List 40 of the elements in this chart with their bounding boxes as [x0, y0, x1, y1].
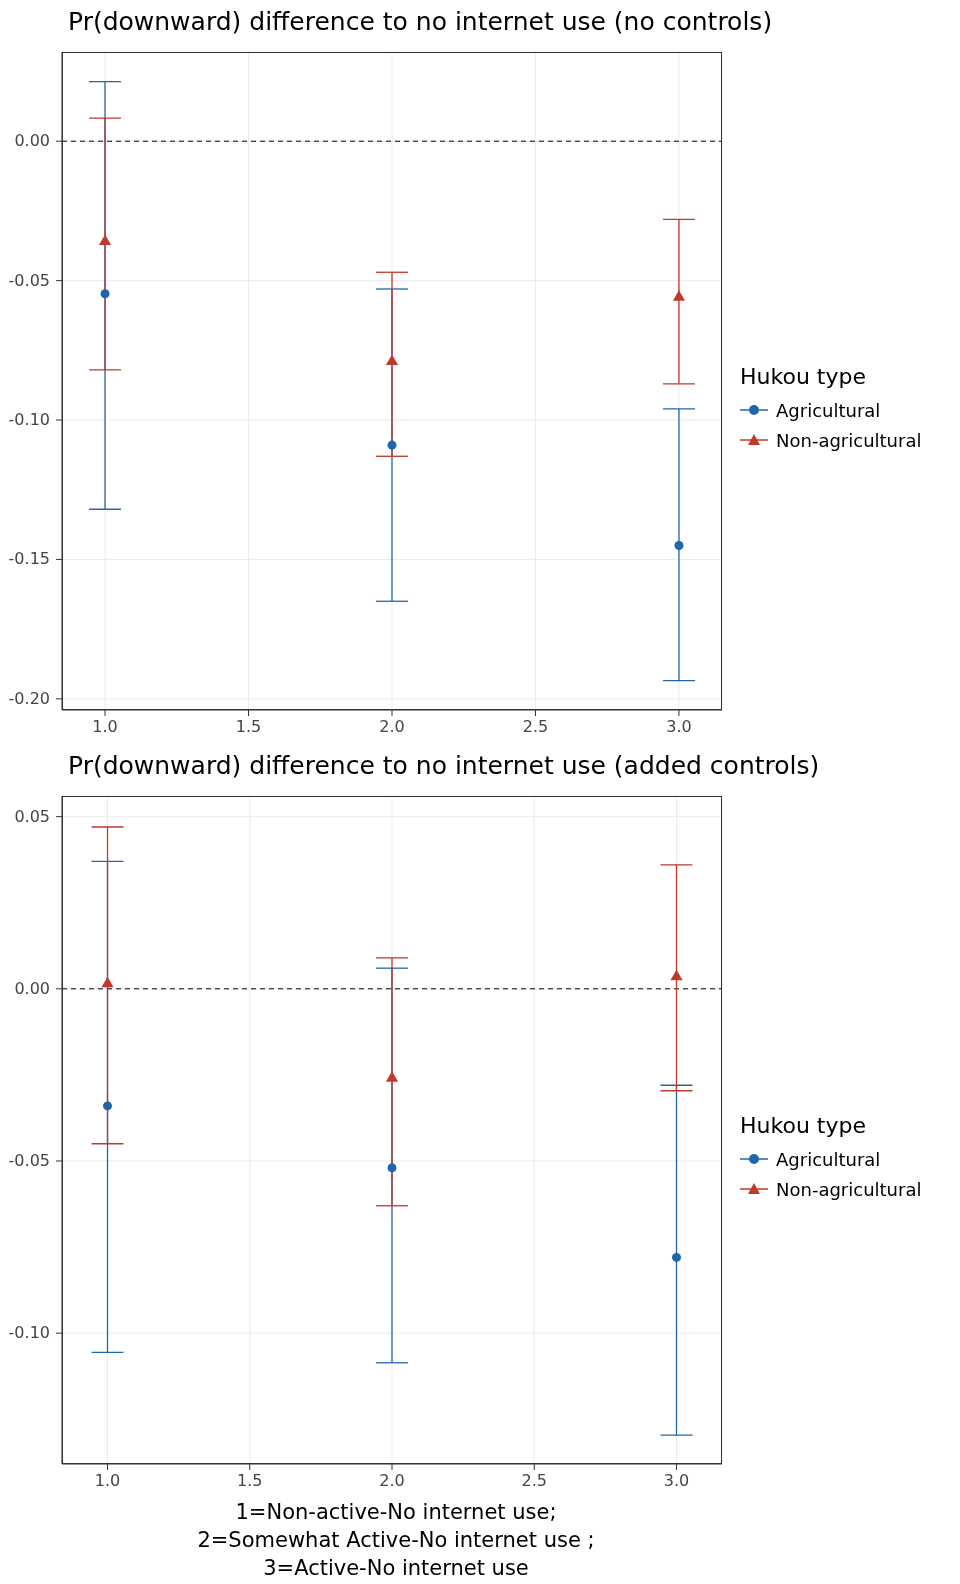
legend-label: Agricultural: [776, 399, 881, 421]
x-tick-label: 3.0: [666, 717, 692, 736]
x-tick-label: 2.0: [379, 717, 405, 736]
legend-title: Hukou type: [740, 1113, 867, 1138]
point: [385, 354, 399, 365]
x-tick-label: 2.5: [521, 1471, 547, 1490]
x-tick-label: 1.0: [92, 717, 118, 736]
y-tick-label: -0.20: [8, 688, 50, 708]
legend-title: Hukou type: [740, 364, 867, 389]
y-tick-label: 0.05: [14, 806, 50, 826]
point: [101, 976, 114, 988]
point: [670, 969, 683, 981]
point: [672, 290, 686, 301]
x-tick-label: 2.5: [522, 717, 549, 736]
y-tick-label: -0.10: [8, 1323, 50, 1343]
legend-label: Agricultural: [776, 1148, 881, 1170]
y-tick-label: -0.05: [8, 1150, 50, 1170]
chart-title: Pr(downward) difference to no internet use (added controls): [67, 750, 821, 782]
legend-label: Non-agricultural: [776, 1178, 922, 1200]
x-tick-label: 3.0: [663, 1471, 690, 1490]
point: [387, 440, 397, 450]
point: [100, 289, 110, 299]
x-tick-label: 1.5: [235, 717, 262, 736]
point: [98, 234, 112, 246]
point: [671, 1252, 681, 1262]
x-axis-title: 1=Non-active-No internet use; 2=Somewhat Active-No internet use ; 3=Active-No internet use: [196, 1499, 596, 1582]
x-tick-label: 1.0: [94, 1471, 121, 1490]
y-tick-label: -0.05: [8, 270, 50, 290]
legend-label: Non-agricultural: [776, 429, 922, 451]
y-tick-label: 0.00: [14, 978, 50, 998]
y-tick-label: -0.15: [8, 549, 50, 569]
point: [103, 1101, 113, 1111]
point: [387, 1163, 397, 1173]
x-tick-label: 1.5: [237, 1471, 263, 1490]
y-tick-label: 0.00: [14, 131, 50, 151]
x-tick-label: 2.0: [379, 1471, 405, 1490]
point: [674, 540, 684, 551]
chart-title: Pr(downward) difference to no internet use (no controls): [67, 6, 774, 38]
y-tick-label: -0.10: [8, 410, 50, 430]
point: [385, 1071, 399, 1082]
